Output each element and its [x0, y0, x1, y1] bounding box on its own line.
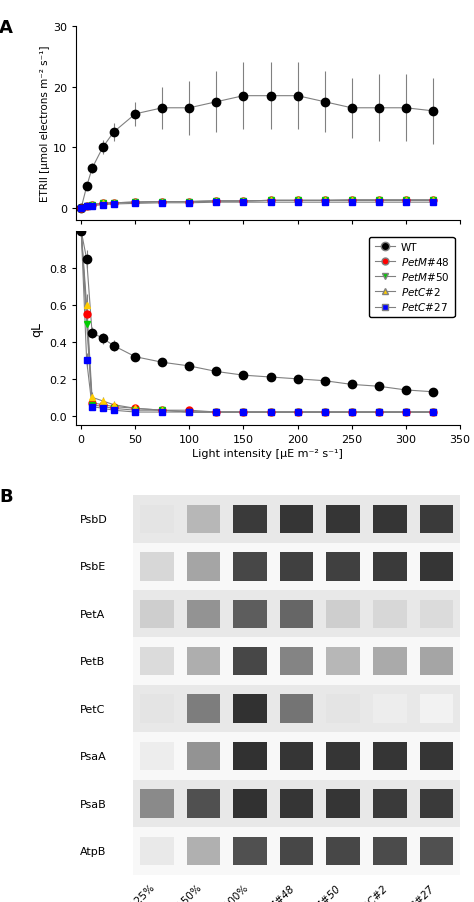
Bar	[140, 789, 173, 818]
Bar	[233, 742, 267, 770]
Bar	[187, 600, 220, 629]
Bar	[280, 552, 313, 581]
Text: WT 25%: WT 25%	[119, 882, 157, 902]
Bar	[327, 742, 360, 770]
Bar	[233, 695, 267, 723]
Text: WT 100%: WT 100%	[208, 882, 250, 902]
Bar	[140, 552, 173, 581]
Bar	[373, 600, 407, 629]
Bar	[140, 600, 173, 629]
Bar	[373, 789, 407, 818]
Bar	[280, 837, 313, 865]
Bar	[327, 505, 360, 533]
Bar	[280, 742, 313, 770]
Bar	[187, 648, 220, 676]
Text: PetC#2: PetC#2	[355, 882, 390, 902]
Y-axis label: ETRII [μmol electrons m⁻² s⁻¹]: ETRII [μmol electrons m⁻² s⁻¹]	[40, 46, 50, 202]
Bar	[133, 732, 460, 780]
Y-axis label: qL: qL	[30, 321, 44, 336]
Bar	[140, 695, 173, 723]
Bar	[133, 543, 460, 590]
Bar	[373, 552, 407, 581]
Bar	[187, 789, 220, 818]
Bar	[133, 638, 460, 686]
Bar	[233, 789, 267, 818]
Bar	[419, 552, 453, 581]
Text: A: A	[0, 19, 13, 37]
Bar	[280, 648, 313, 676]
Bar	[373, 505, 407, 533]
Bar	[280, 505, 313, 533]
Bar	[419, 505, 453, 533]
Bar	[133, 686, 460, 732]
Bar	[419, 600, 453, 629]
Bar	[327, 648, 360, 676]
Bar	[187, 552, 220, 581]
Bar	[140, 837, 173, 865]
Text: PsbD: PsbD	[80, 514, 108, 524]
Bar	[187, 695, 220, 723]
Bar	[140, 742, 173, 770]
Bar	[373, 695, 407, 723]
Bar	[419, 695, 453, 723]
Bar	[419, 648, 453, 676]
Bar	[419, 837, 453, 865]
Bar	[133, 495, 460, 543]
Bar	[233, 837, 267, 865]
Bar	[327, 837, 360, 865]
Text: B: B	[0, 488, 13, 506]
Text: PetB: PetB	[80, 657, 105, 667]
Bar	[233, 600, 267, 629]
Bar	[419, 789, 453, 818]
X-axis label: Light intensity [μE m⁻² s⁻¹]: Light intensity [μE m⁻² s⁻¹]	[192, 448, 343, 458]
Text: WT 50%: WT 50%	[166, 882, 203, 902]
Text: PetC: PetC	[80, 704, 105, 713]
Bar	[133, 780, 460, 827]
Bar	[373, 837, 407, 865]
Bar	[373, 742, 407, 770]
Bar	[187, 837, 220, 865]
Bar	[187, 505, 220, 533]
Text: PetM#50: PetM#50	[302, 882, 343, 902]
Text: PetA: PetA	[80, 609, 105, 619]
Bar	[280, 600, 313, 629]
Bar	[233, 552, 267, 581]
Bar	[233, 505, 267, 533]
Bar	[133, 827, 460, 875]
Bar	[373, 648, 407, 676]
Text: PetC#27: PetC#27	[397, 882, 437, 902]
Legend: WT, $\it{PetM}$#48, $\it{PetM}$#50, $\it{PetC}$#2, $\it{PetC}$#27: WT, $\it{PetM}$#48, $\it{PetM}$#50, $\it…	[369, 237, 455, 318]
Text: AtpB: AtpB	[80, 846, 106, 856]
Text: PsaB: PsaB	[80, 799, 107, 809]
Bar	[419, 742, 453, 770]
Bar	[327, 552, 360, 581]
Bar	[327, 695, 360, 723]
Text: PsbE: PsbE	[80, 562, 106, 572]
Text: PetM#48: PetM#48	[256, 882, 297, 902]
Bar	[133, 590, 460, 638]
Bar	[280, 789, 313, 818]
Bar	[327, 600, 360, 629]
Bar	[140, 505, 173, 533]
Bar	[327, 789, 360, 818]
Bar	[140, 648, 173, 676]
Bar	[187, 742, 220, 770]
Bar	[280, 695, 313, 723]
Bar	[233, 648, 267, 676]
Text: PsaA: PsaA	[80, 751, 107, 761]
